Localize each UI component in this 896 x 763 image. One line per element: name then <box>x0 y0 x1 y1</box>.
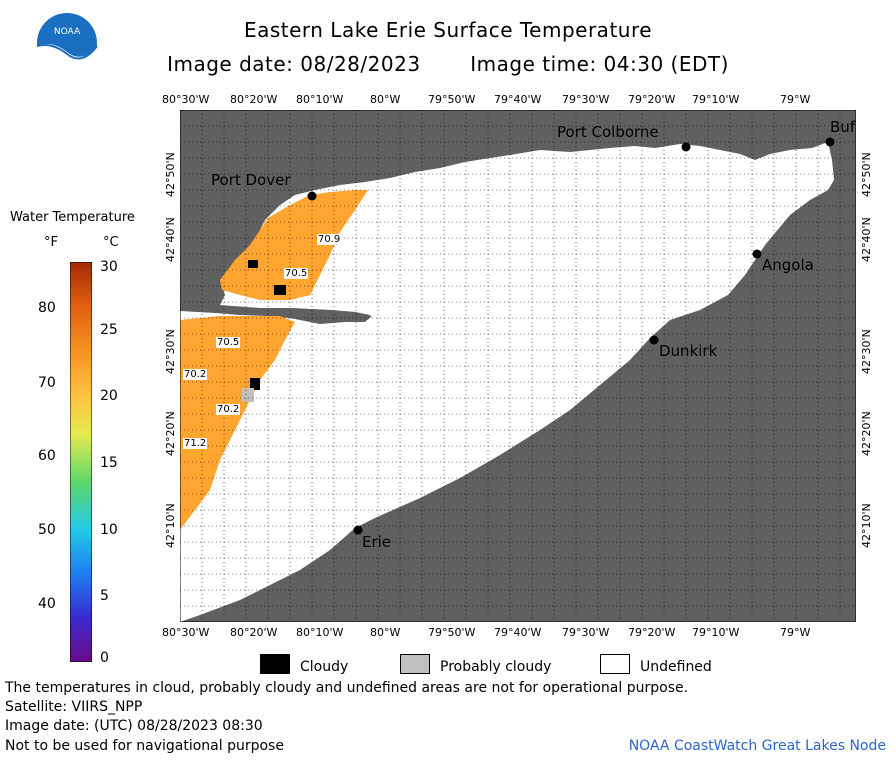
celsius-tick: 15 <box>100 455 118 471</box>
key-cloudy-swatch <box>260 654 290 674</box>
fahrenheit-tick: 50 <box>38 522 56 538</box>
cloud-pixel <box>274 285 286 295</box>
key-probably-cloudy-label: Probably cloudy <box>440 659 552 675</box>
fahrenheit-tick: 80 <box>38 300 56 316</box>
footer-nav: Not to be used for navigational purpose <box>5 738 284 754</box>
lon-label: 80°10'W <box>296 93 344 106</box>
unit-celsius: °C <box>103 235 119 250</box>
isotherm-label: 71.2 <box>183 438 208 449</box>
celsius-tick: 25 <box>100 322 118 338</box>
lon-label: 80°W <box>370 93 401 106</box>
isotherm-label: 70.2 <box>216 404 241 415</box>
lon-label: 79°10'W <box>692 93 740 106</box>
dunkirk-marker <box>649 335 659 345</box>
footer-credit: NOAA CoastWatch Great Lakes Node <box>628 738 886 754</box>
celsius-tick: 5 <box>100 588 109 604</box>
lon-label: 80°30'W <box>162 626 210 639</box>
lat-label: 42°20'N <box>164 411 177 456</box>
angola-marker <box>752 249 762 259</box>
city-buffalo: Buf <box>830 118 856 136</box>
lat-label: 42°20'N <box>860 411 873 456</box>
isotherm-label: 70.5 <box>216 337 241 348</box>
lon-label: 79°W <box>780 93 811 106</box>
probably-cloudy-pixel <box>242 388 254 402</box>
footer-utc: Image date: (UTC) 08/28/2023 08:30 <box>5 718 263 734</box>
noaa-logo: NOAA <box>36 13 98 74</box>
lat-label: 42°10'N <box>860 503 873 548</box>
lat-label: 42°50'N <box>164 152 177 197</box>
image-time: Image time: 04:30 (EDT) <box>470 52 729 76</box>
lake-water <box>180 142 834 622</box>
footer-satellite: Satellite: VIIRS_NPP <box>5 699 143 715</box>
lon-label: 79°20'W <box>628 93 676 106</box>
key-undefined-swatch <box>600 654 630 674</box>
lon-label: 79°W <box>780 626 811 639</box>
lon-label: 80°20'W <box>230 93 278 106</box>
lat-label: 42°30'N <box>860 329 873 374</box>
key-probably-cloudy-swatch <box>400 654 430 674</box>
lake-erie-map <box>180 110 856 622</box>
lon-label: 80°20'W <box>230 626 278 639</box>
celsius-tick: 0 <box>100 650 109 666</box>
image-datetime: Image date: 08/28/2023 Image time: 04:30… <box>0 52 896 76</box>
isotherm-label: 70.2 <box>183 369 208 380</box>
city-port-colborne: Port Colborne <box>557 123 659 141</box>
color-scale-bar <box>70 262 92 662</box>
lon-label: 80°10'W <box>296 626 344 639</box>
cloud-pixel <box>250 378 260 390</box>
lat-label: 42°40'N <box>860 217 873 262</box>
warm-water-north <box>220 190 368 300</box>
fahrenheit-tick: 70 <box>38 375 56 391</box>
lon-label: 79°10'W <box>692 626 740 639</box>
port-colborne-marker <box>681 142 691 152</box>
lon-label: 79°40'W <box>494 93 542 106</box>
lon-label: 80°W <box>370 626 401 639</box>
city-erie: Erie <box>362 533 392 551</box>
lon-label: 79°20'W <box>628 626 676 639</box>
lat-label: 42°30'N <box>164 329 177 374</box>
legend-title: Water Temperature <box>10 210 135 225</box>
lon-label: 80°30'W <box>162 93 210 106</box>
unit-fahrenheit: °F <box>44 235 58 250</box>
celsius-tick: 20 <box>100 388 118 404</box>
key-undefined-label: Undefined <box>640 659 712 675</box>
lon-label: 79°30'W <box>562 626 610 639</box>
footer-note: The temperatures in cloud, probably clou… <box>5 680 689 696</box>
erie-marker <box>353 525 363 535</box>
image-date: Image date: 08/28/2023 <box>167 52 421 76</box>
isotherm-label: 70.9 <box>317 234 342 245</box>
lat-label: 42°10'N <box>164 503 177 548</box>
city-angola: Angola <box>762 256 814 274</box>
warm-water-south <box>180 316 295 530</box>
map-title: Eastern Lake Erie Surface Temperature <box>243 18 653 42</box>
lon-label: 79°50'W <box>428 626 476 639</box>
logo-text: NOAA <box>54 27 81 37</box>
isotherm-label: 70.5 <box>284 268 309 279</box>
celsius-tick: 10 <box>100 522 118 538</box>
long-point <box>180 305 372 324</box>
port-dover-marker <box>307 191 317 201</box>
lat-label: 42°40'N <box>164 217 177 262</box>
city-port-dover: Port Dover <box>211 171 291 189</box>
city-dunkirk: Dunkirk <box>659 342 718 360</box>
fahrenheit-tick: 60 <box>38 448 56 464</box>
key-cloudy-label: Cloudy <box>300 659 349 675</box>
celsius-tick: 30 <box>100 259 118 275</box>
lat-label: 42°50'N <box>860 152 873 197</box>
fahrenheit-tick: 40 <box>38 596 56 612</box>
lon-label: 79°50'W <box>428 93 476 106</box>
buffalo-marker <box>825 137 835 147</box>
lon-label: 79°30'W <box>562 93 610 106</box>
lon-label: 79°40'W <box>494 626 542 639</box>
coordinate-grid <box>180 110 856 622</box>
cloud-pixel <box>248 260 258 268</box>
